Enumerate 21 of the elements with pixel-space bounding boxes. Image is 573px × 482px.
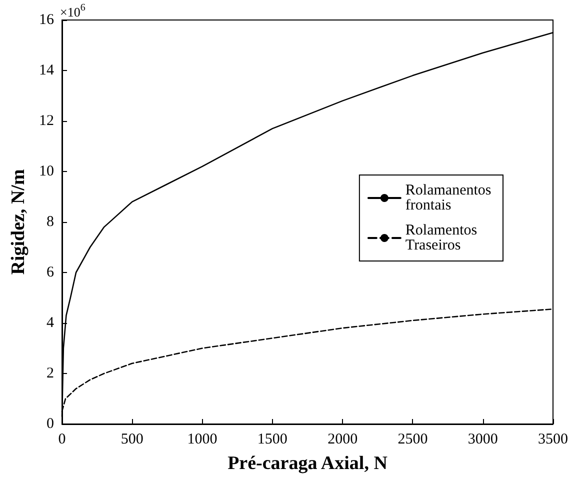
x-tick-label: 3500	[538, 432, 568, 448]
y-tick-label: 2	[46, 366, 54, 382]
x-tick-label: 2500	[398, 432, 428, 448]
y-tick-label: 12	[39, 113, 54, 129]
legend-label: Rolamentos Traseiros	[405, 222, 481, 254]
x-tick-label: 0	[58, 432, 66, 448]
y-tick-label: 4	[46, 315, 54, 331]
y-tick-label: 14	[39, 62, 54, 78]
x-tick-label: 500	[120, 432, 144, 448]
legend-label: Rolamanentos frontais	[405, 182, 496, 214]
x-tick-label: 2000	[328, 432, 358, 448]
x-axis-title: Pré-caraga Axial, N	[228, 453, 388, 474]
y-tick-label: 6	[46, 264, 54, 280]
y-tick-label: 16	[39, 12, 54, 28]
y-tick-label: 8	[46, 214, 54, 230]
y-axis-title: Rigidez, N/m	[8, 169, 30, 275]
x-tick-label: 3000	[468, 432, 498, 448]
y-tick-label: 0	[46, 416, 54, 432]
x-tick-label: 1000	[187, 432, 218, 448]
x-tick-label: 1500	[257, 432, 288, 448]
y-tick-label: 10	[39, 164, 54, 180]
